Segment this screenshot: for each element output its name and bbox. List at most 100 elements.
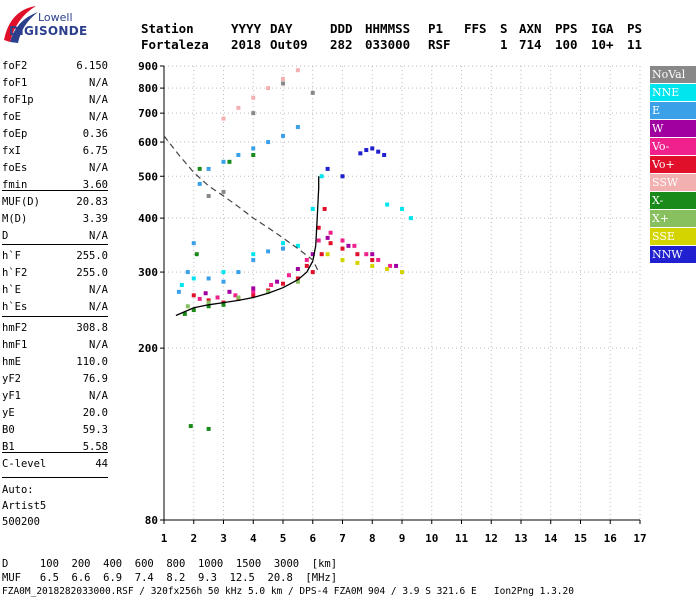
- param-value: N/A: [89, 301, 108, 313]
- legend-item: Vo-: [650, 138, 696, 155]
- data-point: [364, 148, 369, 153]
- param-value: N/A: [89, 230, 108, 242]
- data-point: [236, 105, 241, 110]
- header-field: Station: [141, 21, 194, 36]
- param-name: h`Es: [2, 301, 28, 313]
- data-point: [316, 238, 321, 243]
- y-tick-label: 700: [138, 107, 158, 120]
- data-point: [408, 216, 413, 221]
- data-point: [400, 206, 404, 211]
- x-tick-label: 4: [250, 532, 257, 545]
- header-field: 11: [627, 37, 643, 52]
- data-point: [275, 279, 280, 284]
- header-field: Fortaleza: [141, 37, 209, 52]
- param-name: foEp: [2, 128, 28, 140]
- data-point: [364, 252, 369, 257]
- param-row: D N/A: [2, 230, 108, 246]
- data-point: [206, 194, 211, 199]
- y-tick-label: 200: [138, 342, 158, 355]
- data-point: [295, 266, 300, 271]
- legend-item: E: [650, 102, 696, 119]
- data-point: [197, 166, 202, 171]
- data-point: [385, 202, 390, 207]
- param-name: foF2: [2, 60, 28, 72]
- data-point: [221, 116, 226, 121]
- param-value: 20.83: [76, 196, 108, 208]
- footer-muf-row: MUF 6.5 6.6 6.9 7.4 8.2 9.3 12.5 20.8 [M…: [2, 572, 338, 584]
- param-name: foEs: [2, 162, 28, 174]
- auto-label: Auto:: [2, 484, 34, 496]
- param-value: N/A: [89, 111, 108, 123]
- param-row: foF1p N/A: [2, 94, 108, 110]
- data-point: [325, 252, 330, 257]
- data-point: [382, 152, 387, 157]
- param-row: hmF1 N/A: [2, 339, 108, 355]
- param-value: 44: [95, 458, 108, 470]
- data-point: [227, 289, 232, 294]
- data-point: [251, 286, 256, 291]
- data-point: [310, 252, 315, 257]
- data-point: [340, 238, 345, 243]
- param-name: h`F2: [2, 267, 28, 279]
- param-value: 3.39: [82, 213, 108, 225]
- data-point: [376, 149, 381, 154]
- x-tick-label: 13: [514, 532, 527, 545]
- data-point: [281, 241, 285, 246]
- x-tick-label: 10: [425, 532, 438, 545]
- legend-item: NNE: [650, 84, 696, 101]
- data-point: [251, 289, 256, 294]
- data-point: [400, 270, 404, 275]
- param-row: foE N/A: [2, 111, 108, 127]
- param-row: h`F2 255.0: [2, 267, 108, 283]
- param-value: 20.0: [82, 407, 108, 419]
- param-value: 3.60: [82, 179, 108, 191]
- header-field: HHMMSS: [365, 21, 411, 36]
- data-point: [194, 252, 199, 257]
- data-point: [295, 279, 300, 284]
- param-row: yE 20.0: [2, 407, 108, 423]
- data-point: [236, 152, 241, 157]
- header-field: 1: [500, 37, 508, 52]
- data-point: [370, 263, 375, 268]
- data-point: [251, 95, 256, 100]
- data-point: [340, 246, 345, 251]
- data-point: [370, 146, 375, 151]
- param-name: B1: [2, 441, 15, 453]
- x-tick-label: 11: [455, 532, 469, 545]
- logo-main-text: DIGISONDE: [9, 24, 88, 38]
- param-row: yF2 76.9: [2, 373, 108, 389]
- param-row: foEs N/A: [2, 162, 108, 178]
- data-point: [266, 249, 271, 254]
- data-point: [319, 174, 324, 179]
- data-point: [251, 257, 256, 262]
- data-point: [266, 289, 271, 294]
- x-tick-label: 1: [161, 532, 168, 545]
- data-point: [191, 293, 196, 298]
- param-row: C-level 44: [2, 458, 108, 474]
- x-tick-label: 14: [544, 532, 558, 545]
- x-tick-label: 5: [280, 532, 287, 545]
- param-value: N/A: [89, 339, 108, 351]
- x-tick-label: 3: [220, 532, 227, 545]
- header-field: PPS: [555, 21, 578, 36]
- param-row: h`F 255.0: [2, 250, 108, 266]
- header-field: DAY: [270, 21, 293, 36]
- separator-line: [2, 190, 108, 191]
- data-point: [251, 146, 256, 151]
- logo-top-text: Lowell: [38, 11, 73, 24]
- param-value: 59.3: [82, 424, 108, 436]
- data-point: [370, 252, 375, 257]
- param-name: foE: [2, 111, 21, 123]
- param-row: h`E N/A: [2, 284, 108, 300]
- data-point: [340, 257, 345, 262]
- data-point: [304, 263, 309, 268]
- data-point: [188, 424, 193, 429]
- header-field: 10+: [591, 37, 614, 52]
- header-field: Out09: [270, 37, 308, 52]
- param-value: 6.150: [76, 60, 108, 72]
- data-point: [328, 241, 333, 246]
- param-name: B0: [2, 424, 15, 436]
- data-point: [352, 243, 357, 248]
- data-point: [316, 225, 321, 230]
- x-tick-label: 7: [339, 532, 346, 545]
